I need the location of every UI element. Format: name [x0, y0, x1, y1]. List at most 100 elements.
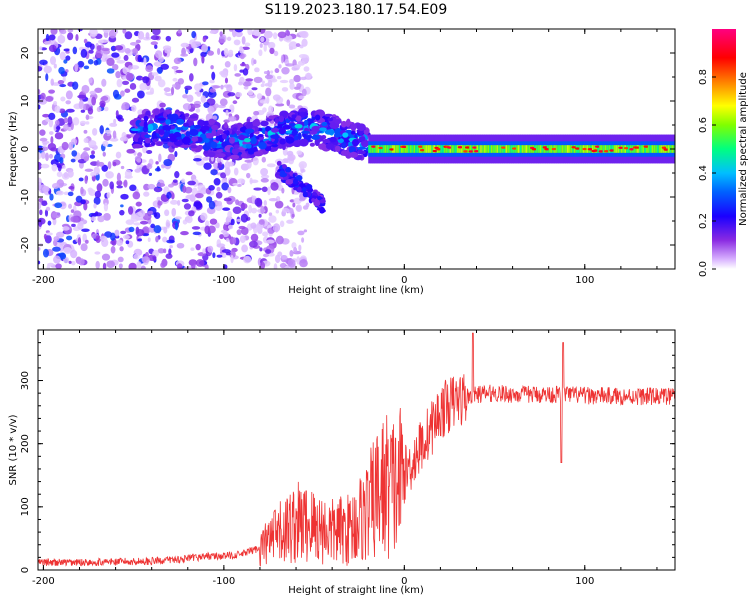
spectrogram-cell	[42, 248, 49, 258]
spectrogram-cell	[468, 150, 474, 153]
spectrogram-cell	[227, 186, 232, 194]
spectrogram-cell	[519, 145, 524, 153]
spectrogram-cell	[262, 107, 267, 113]
spectrogram-cell	[579, 145, 583, 153]
spectrogram-cell	[126, 73, 134, 81]
spectrogram-cell	[293, 135, 299, 142]
snr-panel: -200 -100 0 100 0 100 200 300 Height of straig…	[8, 329, 676, 596]
spectrogram-cell	[68, 141, 74, 150]
spectrogram-cell	[157, 79, 166, 88]
spectrogram-cell	[127, 206, 134, 215]
spectrogram-cell	[241, 244, 248, 253]
spectrogram-cell	[148, 172, 153, 176]
spectrogram-cell	[267, 186, 271, 196]
spectrogram-cell	[156, 182, 166, 188]
spectrogram-cell	[71, 150, 78, 157]
spectrogram-cell	[63, 59, 68, 64]
spectrogram-cell	[268, 215, 277, 223]
spectrogram-cell	[215, 191, 223, 199]
spectrogram-cell	[531, 148, 537, 151]
spectrogram-cell	[193, 57, 198, 67]
spectrogram-cell	[177, 29, 182, 34]
spectrogram-cell	[285, 136, 295, 144]
spectrogram-cell	[38, 152, 42, 160]
spectrogram-cell	[260, 168, 269, 176]
spectrogram-cell	[100, 96, 109, 102]
spectrogram-cell	[637, 145, 641, 153]
spectrogram-cell	[97, 215, 105, 223]
spectrogram-cell	[272, 94, 281, 101]
spectrogram-cell	[170, 86, 175, 96]
spectrogram-cell	[165, 35, 172, 42]
spectrogram-cell	[93, 60, 99, 66]
spectrogram-cell	[146, 163, 153, 170]
spectrogram-cell	[270, 70, 274, 74]
spectrogram-cell	[407, 145, 412, 153]
spectrogram-cell	[251, 87, 258, 91]
spectrogram-cell	[51, 211, 61, 219]
spectrogram-cell	[643, 145, 649, 148]
spectrogram-cell	[38, 246, 41, 251]
spectrogram-cell	[56, 164, 62, 168]
spectrogram-cell	[128, 226, 135, 233]
spectrogram-cell	[298, 54, 308, 59]
spectrogram-cell	[159, 102, 166, 108]
spectrogram-cell	[87, 59, 94, 65]
spectrogram-cell	[57, 190, 63, 195]
spectrogram-cell	[116, 59, 126, 64]
spectrogram-cell	[233, 63, 238, 72]
spectrogram-cell	[431, 145, 435, 153]
spectrogram-cell	[195, 108, 201, 113]
colorbar-tick-label: 0.8	[698, 69, 709, 85]
spectrogram-cell	[129, 83, 137, 90]
spectrogram-cell	[174, 221, 179, 231]
spectrogram-cell	[454, 145, 459, 153]
spectrogram-cell	[172, 77, 178, 82]
spectrogram-cell	[647, 145, 652, 153]
spectrogram-cell	[598, 150, 604, 153]
spectrogram-cell	[92, 128, 98, 136]
spectrogram-cell	[94, 87, 103, 93]
spectrogram-cell	[239, 53, 245, 60]
spectrogram-cell	[250, 233, 259, 242]
spectrogram-cell	[101, 253, 111, 261]
spectrogram-cell	[83, 38, 88, 44]
spectrogram-cell	[101, 164, 109, 172]
spectrogram-cell	[289, 207, 294, 215]
spectrogram-cell	[325, 143, 335, 150]
spectrogram-cell	[48, 153, 54, 159]
spectrogram-cell	[139, 82, 148, 91]
spectrogram-cell	[209, 218, 218, 225]
spectrogram-cell	[183, 203, 192, 210]
spectrogram-cell	[120, 230, 127, 235]
spectrogram-cell	[154, 212, 161, 220]
spectrogram-cell	[51, 182, 60, 189]
spectrogram-cell	[203, 120, 210, 126]
spectrogram-cell	[150, 223, 156, 229]
spectrogram-cell	[235, 199, 240, 206]
spectrogram-cell	[485, 145, 489, 153]
spectrogram-cell	[297, 230, 305, 236]
spectrogram-cell	[170, 199, 178, 205]
spectrogram-cell	[564, 145, 569, 153]
spectrogram-cell	[223, 47, 229, 57]
spectrogram-cell	[131, 97, 140, 103]
spectrogram-cell	[658, 145, 662, 153]
spectrogram-cell	[572, 145, 576, 153]
spectrogram-cell	[297, 60, 306, 66]
spectrogram-cell	[523, 145, 527, 153]
spectrogram-cell	[123, 234, 130, 240]
spectrogram-cell	[143, 120, 148, 129]
spectrogram-cell	[109, 181, 114, 190]
spectrogram-cell	[329, 136, 337, 143]
spectrogram-cell	[259, 43, 263, 48]
spectrogram-cell	[50, 78, 55, 86]
spectrogram-cell	[106, 191, 111, 199]
spectrogram-cell	[143, 115, 149, 122]
spectrogram-cell	[593, 149, 599, 152]
spectrogram-cell	[150, 35, 160, 41]
spectrogram-cell	[525, 145, 529, 153]
spectrogram-cell	[252, 119, 261, 127]
spectrogram-cell	[395, 145, 399, 153]
spectrogram-cell	[224, 61, 231, 68]
